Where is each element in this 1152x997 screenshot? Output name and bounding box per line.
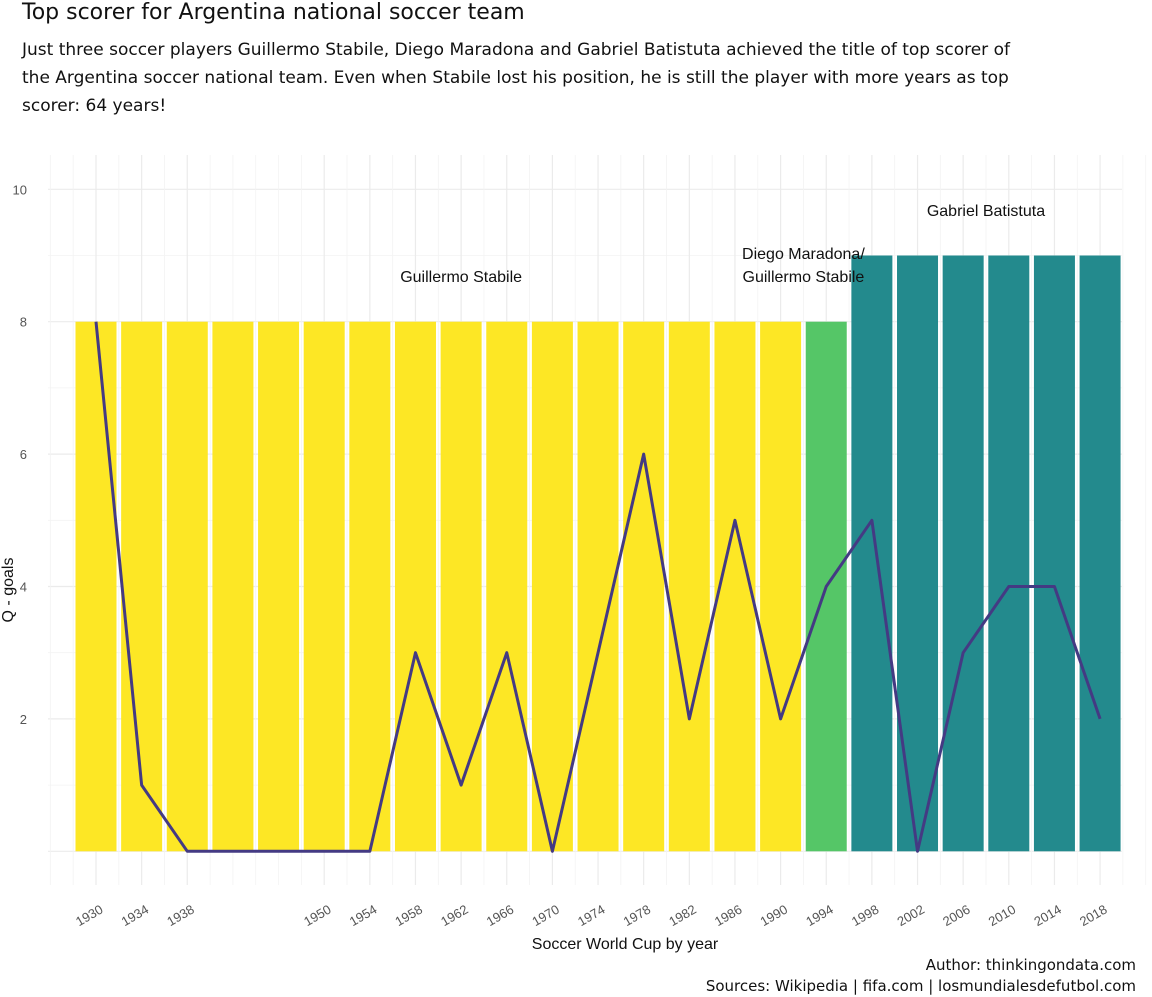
x-tick-label: 2014: [1031, 902, 1064, 929]
x-tick-label: 1938: [164, 902, 197, 929]
x-tick-label: 1982: [666, 902, 699, 929]
x-tick-label: 1934: [119, 902, 152, 929]
y-tick-label: 2: [20, 712, 27, 727]
annotation-line: Guillermo Stabile: [400, 269, 522, 286]
bar-1950: [304, 322, 345, 852]
y-tick-label: 6: [20, 447, 27, 462]
x-tick-label: 1974: [575, 902, 608, 929]
bar-1962: [441, 322, 482, 852]
annotation-line: Gabriel Batistuta: [927, 203, 1045, 220]
y-tick-label: 8: [20, 315, 27, 330]
bar-1958: [395, 322, 436, 852]
x-tick-label: 1958: [392, 902, 425, 929]
x-tick-label: 2002: [894, 902, 927, 929]
bar-2018: [1080, 256, 1121, 852]
author-text: Author: thinkingondata.com: [706, 955, 1136, 976]
x-tick-label: 2010: [986, 902, 1019, 929]
bar-2002: [897, 256, 938, 852]
annotation-2: Gabriel Batistuta: [927, 203, 1045, 220]
annotation-line: Guillermo Stabile: [743, 269, 865, 286]
bar-1946: [258, 322, 299, 852]
y-axis-label: Q - goals: [0, 558, 17, 623]
x-tick-label: 1998: [849, 902, 882, 929]
sources-text: Sources: Wikipedia | fifa.com | losmundi…: [706, 976, 1136, 997]
x-tick-label: 1966: [484, 902, 517, 929]
bar-1942: [212, 322, 253, 852]
x-tick-label: 1962: [438, 902, 471, 929]
x-tick-label: 1994: [803, 902, 836, 929]
bar-1982: [669, 322, 710, 852]
x-tick-label: 1950: [301, 902, 334, 929]
bar-1930: [76, 322, 117, 852]
annotation-0: Guillermo Stabile: [400, 269, 522, 286]
annotation-line: Diego Maradona/: [742, 246, 865, 263]
bar-1966: [486, 322, 527, 852]
bar-1990: [760, 322, 801, 852]
x-tick-label: 1986: [712, 902, 745, 929]
x-tick-label: 2006: [940, 902, 973, 929]
bar-1998: [851, 256, 892, 852]
x-tick-label: 1978: [621, 902, 654, 929]
bar-2014: [1034, 256, 1075, 852]
y-tick-label: 10: [13, 182, 27, 197]
x-tick-label: 1930: [73, 902, 106, 929]
caption: Author: thinkingondata.com Sources: Wiki…: [706, 955, 1136, 997]
bar-1978: [623, 322, 664, 852]
bar-1970: [532, 322, 573, 852]
y-tick-label: 4: [20, 580, 27, 595]
x-axis-label: Soccer World Cup by year: [532, 936, 719, 953]
bar-2010: [988, 256, 1029, 852]
x-tick-label: 1970: [529, 902, 562, 929]
bar-1938: [167, 322, 208, 852]
bar-1954: [349, 322, 390, 852]
x-tick-label: 1990: [758, 902, 791, 929]
x-tick-label: 1954: [347, 902, 380, 929]
x-tick-label: 2018: [1077, 902, 1110, 929]
bar-2006: [943, 256, 984, 852]
